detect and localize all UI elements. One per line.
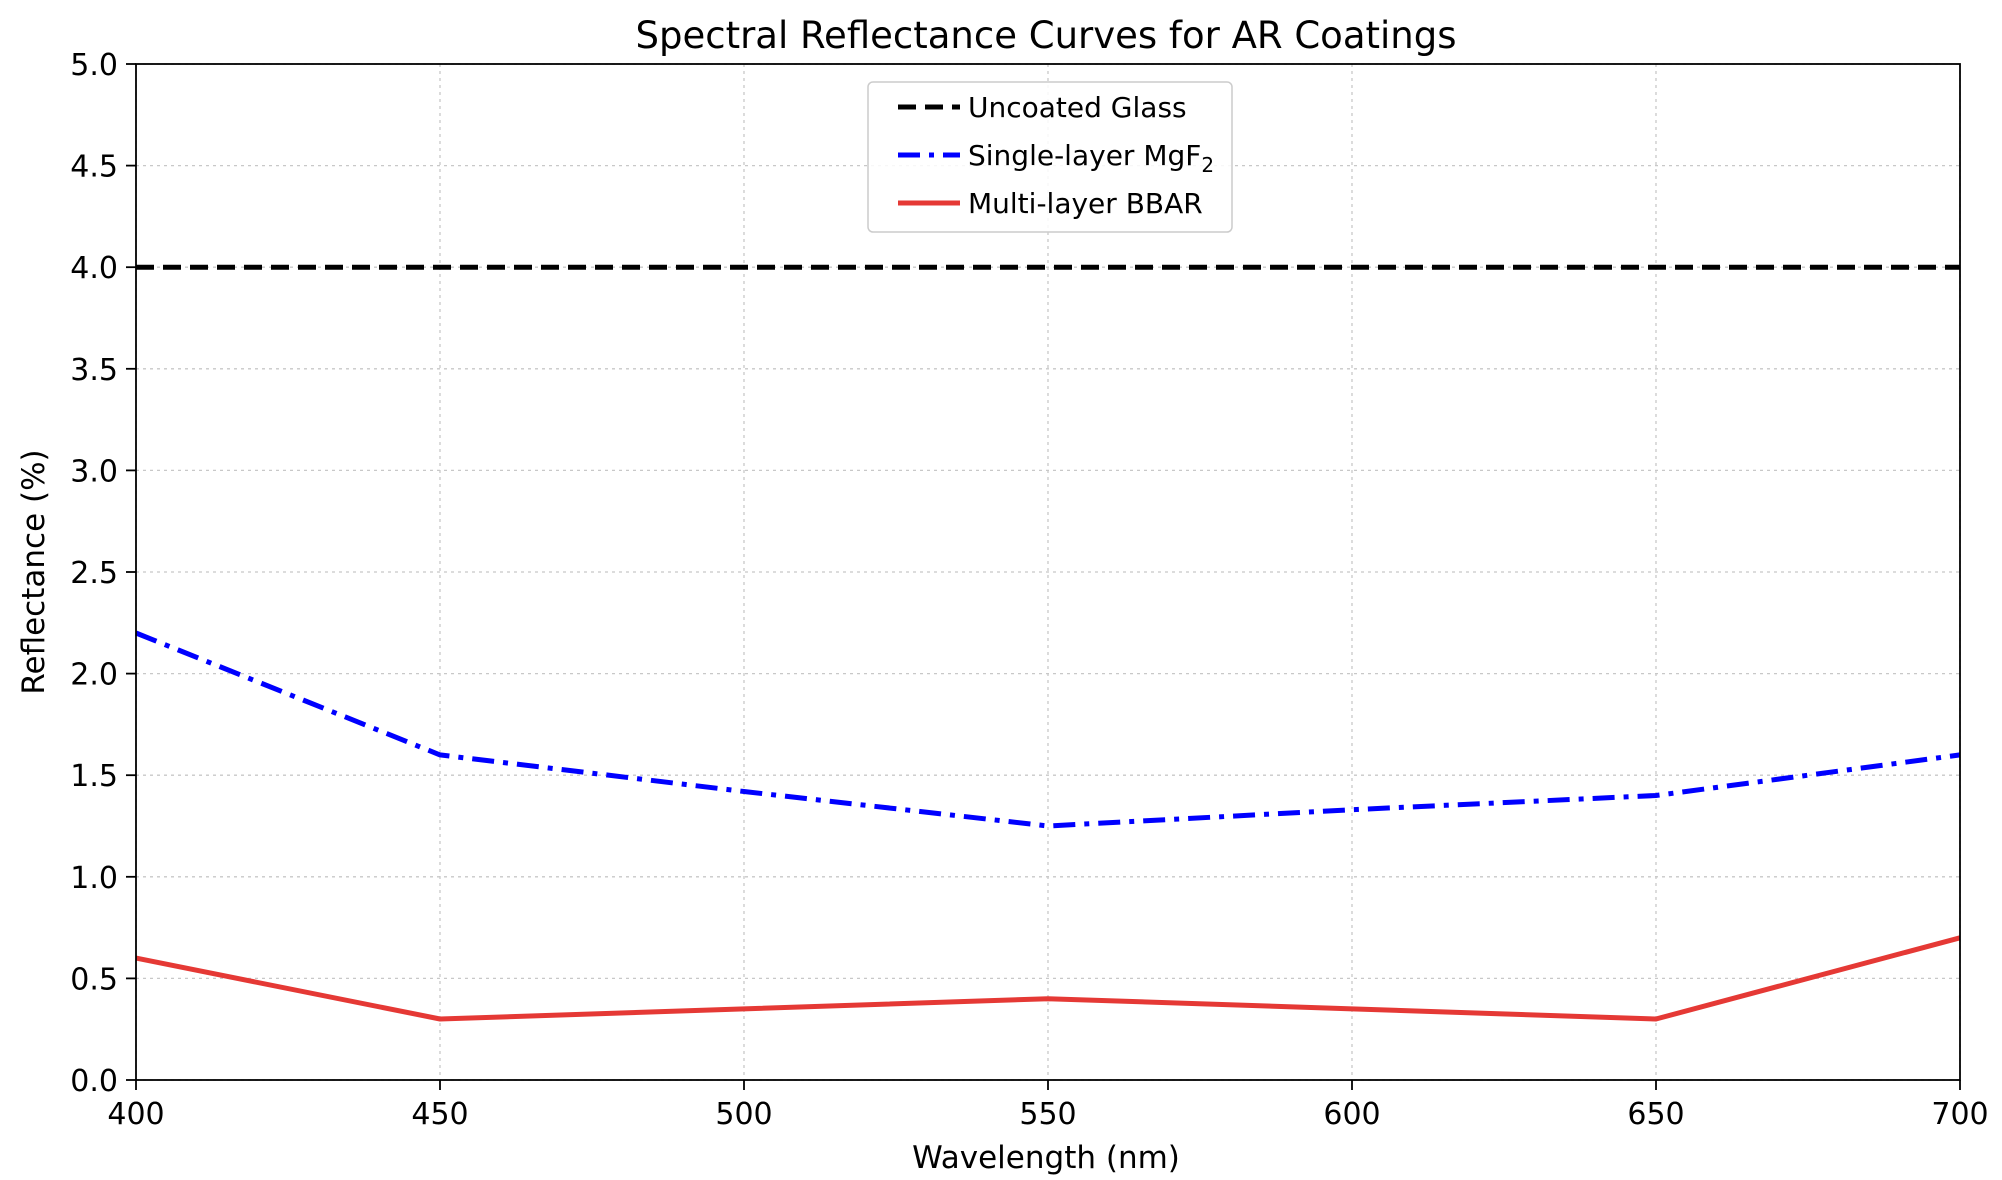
y-tick-label: 3.0 [70,454,118,489]
y-tick-label: 1.0 [70,861,118,896]
x-axis: 400 450 500 550 600 650 700 [107,1080,1989,1132]
x-tick-label: 400 [107,1097,164,1132]
legend-label-2: Single-layer MgF2 [968,139,1214,177]
legend-label-1: Uncoated Glass [968,91,1187,124]
chart-title: Spectral Reflectance Curves for AR Coati… [636,14,1457,57]
y-tick-label: 3.5 [70,353,118,388]
x-tick-label: 500 [715,1097,772,1132]
x-axis-label: Wavelength (nm) [912,1140,1180,1176]
y-tick-label: 5.0 [70,48,118,83]
legend: Uncoated Glass Single-layer MgF2 Multi-lay… [867,81,1233,233]
x-tick-label: 600 [1323,1097,1380,1132]
plot-series [135,264,1961,1022]
y-tick-label: 0.5 [70,962,118,997]
y-axis-label: Reflectance (%) [16,449,52,694]
y-axis: 0.0 0.5 1.0 1.5 2.0 2.5 3.0 3.5 4.0 4.5 5.0 [70,48,136,1099]
y-tick-label: 2.0 [70,658,118,693]
y-tick-label: 0.0 [70,1064,118,1099]
y-tick-label: 1.5 [70,759,118,794]
series-line-2 [135,630,1961,829]
series-line-3 [135,935,1961,1022]
x-tick-label: 700 [1931,1097,1988,1132]
x-tick-label: 650 [1627,1097,1684,1132]
legend-box [867,81,1233,233]
legend-label-3: Multi-layer BBAR [968,187,1203,220]
y-tick-label: 2.5 [70,556,118,591]
y-tick-label: 4.0 [70,251,118,286]
x-tick-label: 550 [1019,1097,1076,1132]
y-tick-label: 4.5 [70,150,118,185]
x-tick-label: 450 [411,1097,468,1132]
